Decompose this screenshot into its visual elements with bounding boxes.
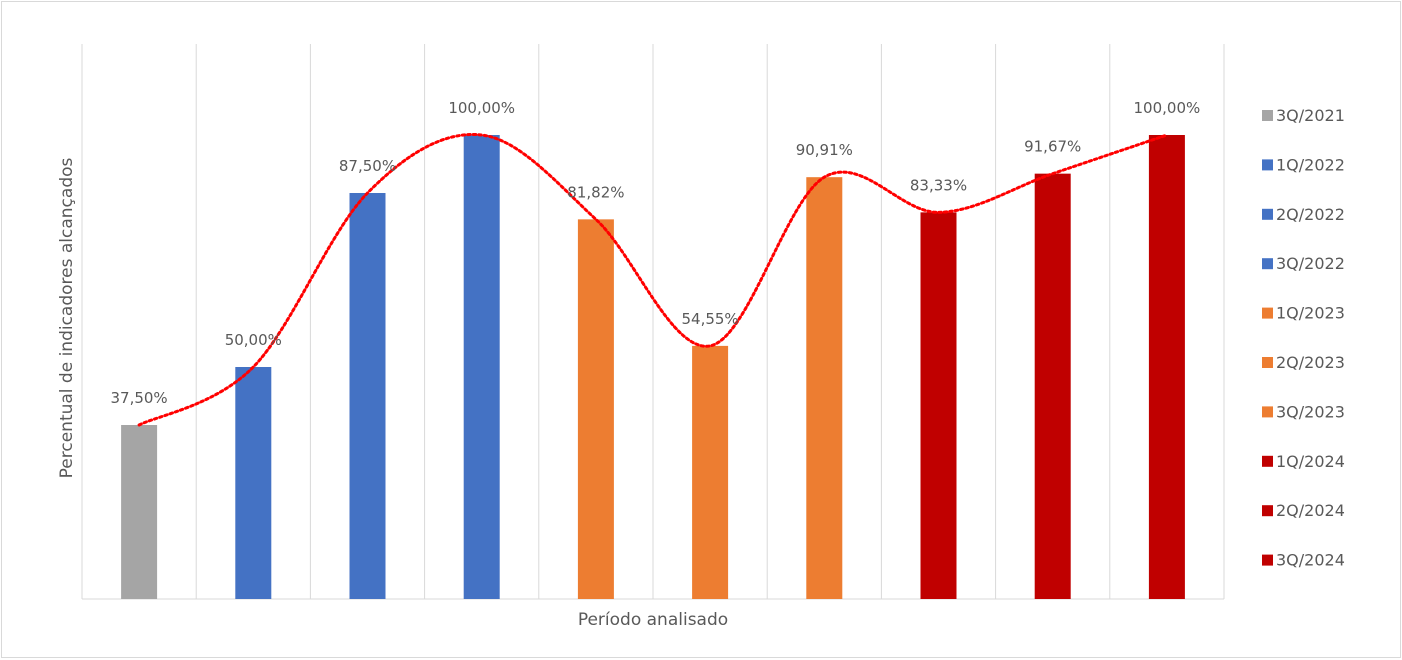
- bar-1q-2024: [920, 212, 957, 599]
- y-axis-title: Percentual de indicadores alcançados: [57, 157, 77, 478]
- legend-label: 2Q/2022: [1276, 205, 1345, 224]
- data-label: 91,67%: [1024, 138, 1081, 156]
- legend-label: 1Q/2022: [1276, 155, 1345, 174]
- legend-item: 1Q/2024: [1262, 452, 1345, 471]
- data-label: 90,91%: [796, 141, 853, 159]
- legend-label: 1Q/2023: [1276, 304, 1345, 323]
- bar-2q-2024: [1034, 173, 1071, 600]
- data-label: 37,50%: [110, 389, 167, 407]
- bar-3q-2021: [121, 425, 158, 599]
- legend-item: 1Q/2022: [1262, 155, 1345, 174]
- legend-item: 2Q/2023: [1262, 353, 1345, 372]
- bar-1q-2023: [577, 219, 614, 599]
- legend-swatch: [1262, 357, 1273, 368]
- data-label: 54,55%: [681, 310, 738, 328]
- data-label: 100,00%: [448, 99, 515, 117]
- legend-swatch: [1262, 554, 1273, 566]
- data-label: 81,82%: [567, 183, 624, 201]
- legend-swatch: [1262, 258, 1273, 270]
- bar-1q-2022: [235, 367, 272, 599]
- trendline: [137, 132, 1169, 427]
- bar-3q-2024: [1148, 135, 1185, 599]
- data-label: 87,50%: [339, 157, 396, 175]
- legend-swatch: [1262, 110, 1273, 121]
- legend-item: 3Q/2023: [1262, 402, 1345, 421]
- legend-item: 3Q/2021: [1262, 106, 1345, 125]
- legend-swatch: [1262, 159, 1273, 171]
- bar-2q-2023: [692, 345, 729, 599]
- legend-label: 3Q/2023: [1276, 402, 1345, 421]
- legend-label: 2Q/2023: [1276, 353, 1345, 372]
- x-axis-title: Período analisado: [578, 610, 728, 630]
- data-label: 83,33%: [910, 176, 967, 194]
- legend-label: 1Q/2024: [1276, 452, 1345, 471]
- bar-3q-2022: [463, 135, 500, 599]
- data-label: 100,00%: [1134, 99, 1201, 117]
- bar-2q-2022: [349, 193, 386, 599]
- legend-label: 3Q/2021: [1276, 106, 1345, 125]
- legend-item: 3Q/2024: [1262, 551, 1345, 570]
- data-labels: 37,50% 50,00% 87,50% 100,00% 81,82% 54,55% 90,…: [110, 99, 1200, 407]
- legend-item: 3Q/2022: [1262, 254, 1345, 273]
- bar-3q-2023: [806, 177, 843, 599]
- legend-swatch: [1262, 208, 1273, 220]
- legend-swatch: [1262, 505, 1273, 517]
- legend-swatch: [1262, 406, 1273, 418]
- gridlines: [81, 44, 1225, 599]
- legend-label: 2Q/2024: [1276, 501, 1345, 520]
- data-label: 50,00%: [225, 331, 282, 349]
- legend: 3Q/2021 1Q/2022 2Q/2022 3Q/2022 1Q/2023 2Q/20…: [1262, 106, 1345, 570]
- legend-item: 2Q/2022: [1262, 205, 1345, 224]
- legend-item: 2Q/2024: [1262, 501, 1345, 520]
- legend-item: 1Q/2023: [1262, 304, 1345, 323]
- legend-swatch: [1262, 307, 1273, 319]
- legend-label: 3Q/2022: [1276, 254, 1345, 273]
- legend-label: 3Q/2024: [1276, 551, 1345, 570]
- legend-swatch: [1262, 455, 1273, 467]
- bars: [121, 135, 1185, 600]
